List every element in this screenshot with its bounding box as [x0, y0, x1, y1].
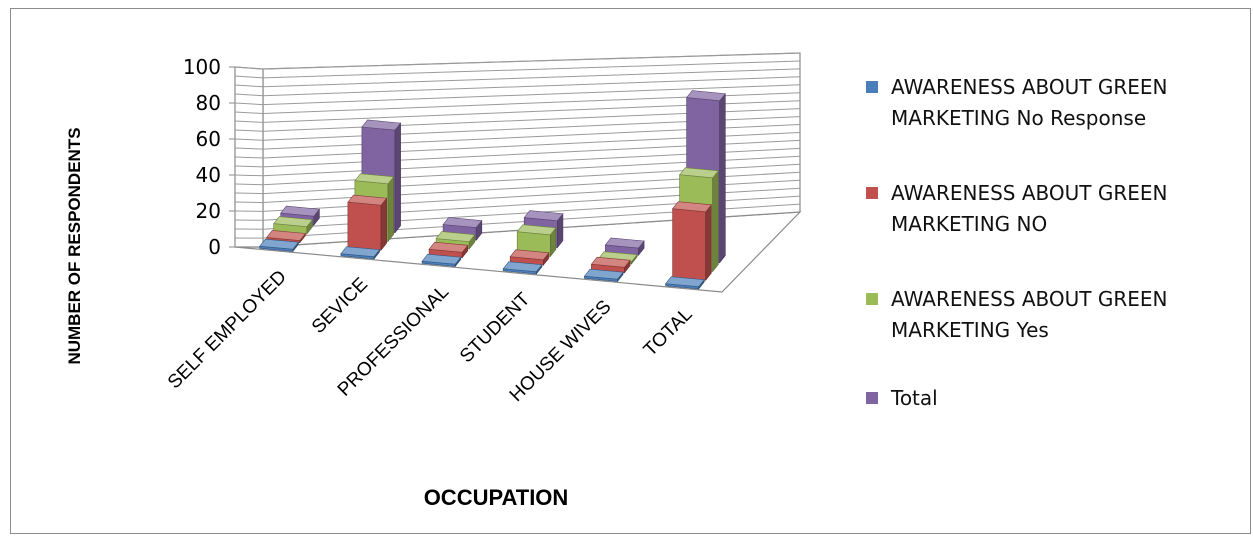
y-axis-title: NUMBER OF RESPONDENTS: [65, 127, 84, 364]
y-tick-label: 80: [196, 91, 221, 115]
x-category-label: SEVICE: [308, 274, 372, 338]
legend: AWARENESS ABOUT GREEN MARKETING No Respon…: [866, 75, 1167, 410]
bar-side-face: [388, 177, 394, 242]
y-tick-label: 100: [183, 55, 221, 79]
legend-swatch: [866, 392, 878, 404]
legend-item: AWARENESS ABOUT GREEN MARKETING Yes: [866, 287, 1167, 342]
legend-item: AWARENESS ABOUT GREEN MARKETING No Respon…: [866, 75, 1167, 130]
legend-item: Total: [866, 386, 938, 410]
bar-side-face: [395, 123, 401, 233]
x-category-label: SELF EMPLOYED: [164, 266, 291, 393]
x-axis-title: OCCUPATION: [424, 485, 569, 510]
bar: [348, 195, 387, 250]
y-tick-labels: 0 20 40 60 80 100: [183, 55, 235, 259]
bar-side-face: [381, 198, 387, 250]
legend-swatch: [866, 81, 878, 93]
bar-side-face: [706, 205, 712, 280]
bar: [673, 202, 712, 281]
bar-side-face: [720, 94, 726, 263]
y-tick-label: 40: [196, 163, 221, 187]
legend-label: AWARENESS ABOUT GREEN MARKETING No Respon…: [891, 75, 1167, 130]
x-category-label: TOTAL: [640, 304, 697, 361]
bar-front-face: [348, 202, 381, 250]
y-tick-label: 0: [208, 235, 221, 259]
legend-label: AWARENESS ABOUT GREEN MARKETING NO: [891, 181, 1167, 236]
legend-label: Total: [890, 386, 938, 410]
legend-item: AWARENESS ABOUT GREEN MARKETING NO: [866, 181, 1167, 236]
bar-front-face: [673, 209, 706, 281]
x-category-label: STUDENT: [456, 289, 535, 368]
legend-swatch: [866, 293, 878, 305]
legend-swatch: [866, 187, 878, 199]
y-tick-label: 20: [196, 199, 221, 223]
bar-side-face: [713, 171, 719, 272]
y-tick-label: 60: [196, 127, 221, 151]
legend-label: AWARENESS ABOUT GREEN MARKETING Yes: [891, 287, 1167, 342]
